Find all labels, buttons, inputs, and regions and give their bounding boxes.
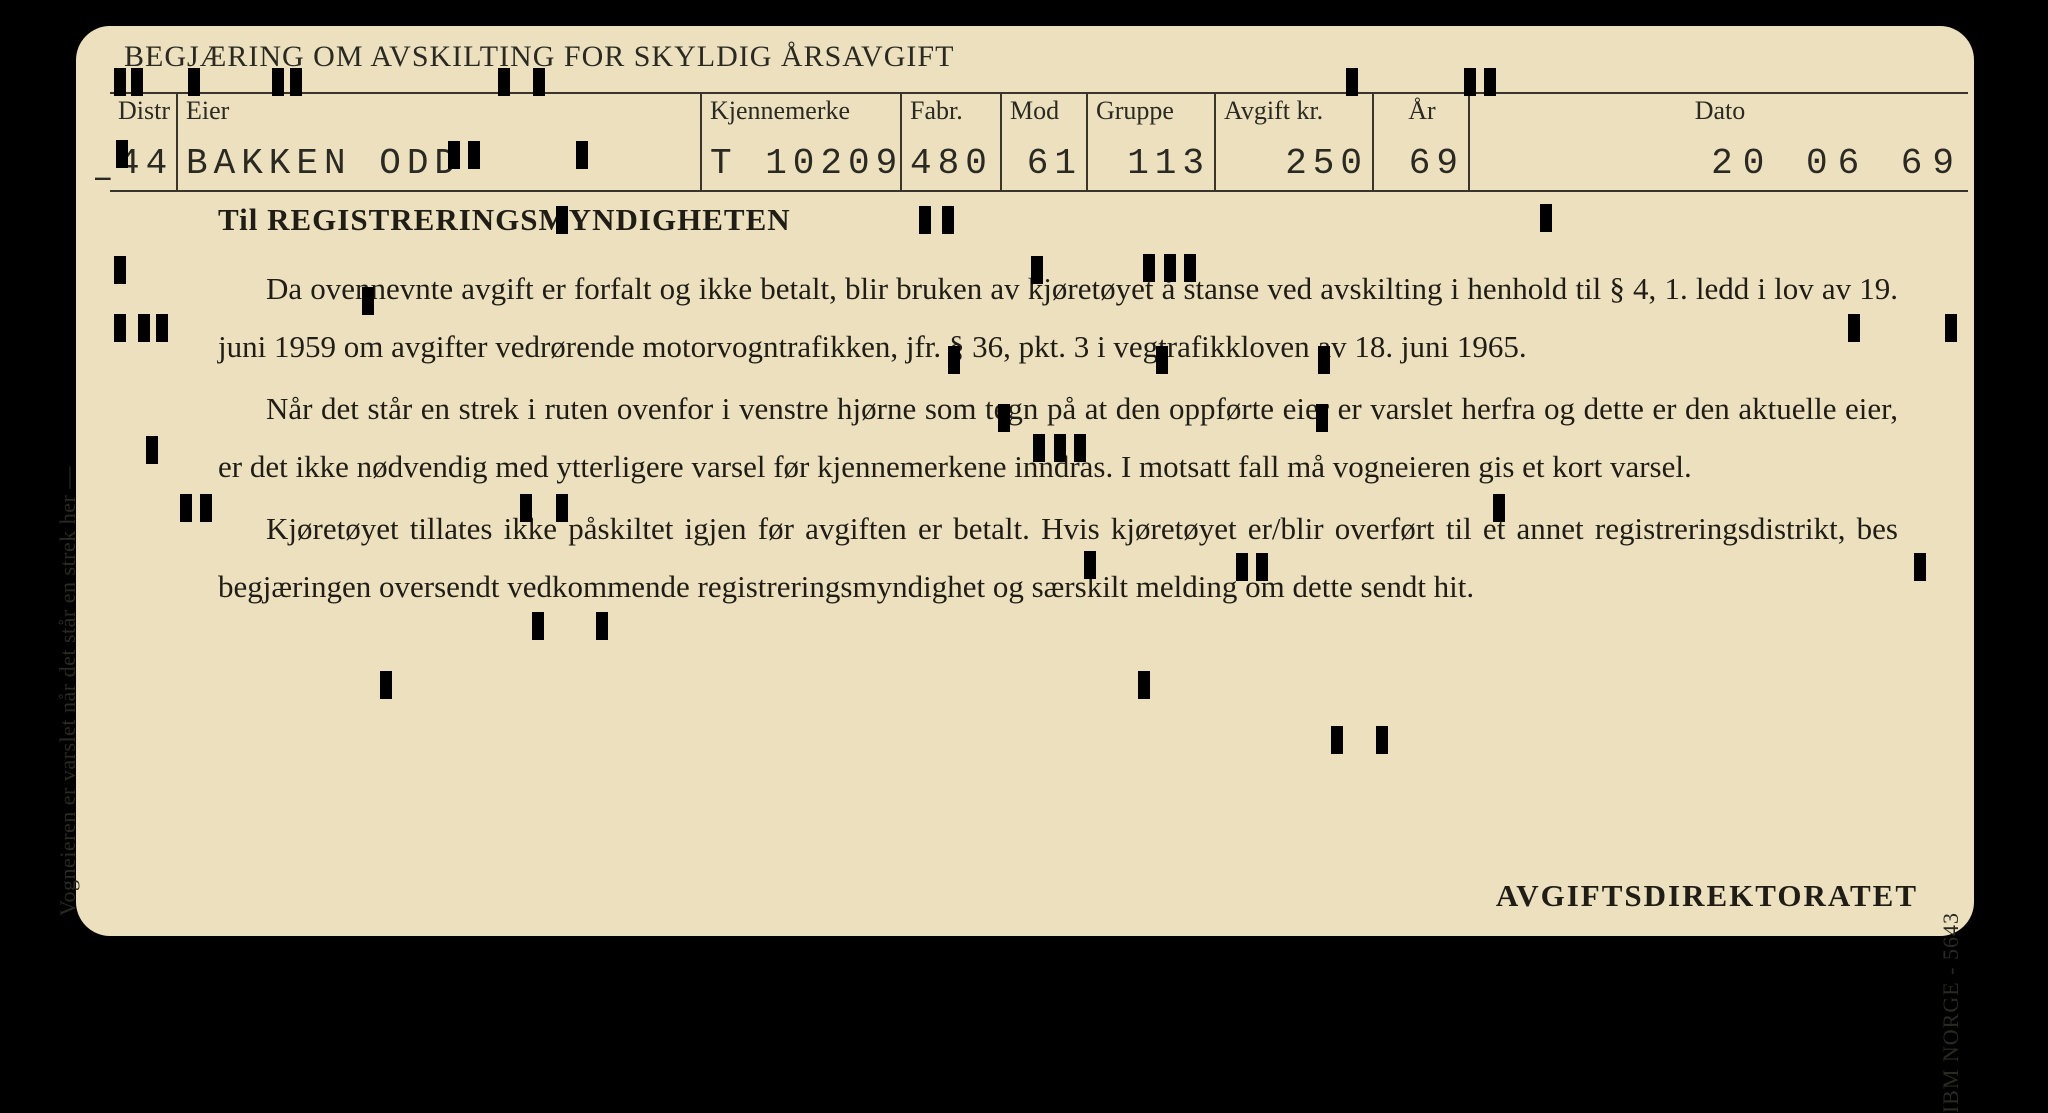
field-aar: År 69 bbox=[1372, 94, 1468, 190]
punch-hole bbox=[180, 494, 192, 522]
field-mod: Mod 61 bbox=[1000, 94, 1086, 190]
punch-hole bbox=[1914, 553, 1926, 581]
punch-hole bbox=[114, 256, 126, 284]
punch-hole bbox=[1164, 254, 1176, 282]
punch-hole bbox=[362, 287, 374, 315]
field-label: Kjennemerke bbox=[710, 98, 894, 124]
punch-hole bbox=[1848, 314, 1860, 342]
body-text: Til REGISTRERINGSMYNDIGHETEN Da ovennevn… bbox=[218, 202, 1898, 620]
punch-hole bbox=[533, 68, 545, 96]
punch-hole bbox=[116, 140, 128, 168]
punch-hole bbox=[272, 68, 284, 96]
punch-hole bbox=[942, 206, 954, 234]
punch-hole bbox=[1484, 68, 1496, 96]
punch-hole bbox=[1184, 254, 1196, 282]
punch-hole bbox=[200, 494, 212, 522]
field-value: T 10209 bbox=[710, 143, 896, 184]
punch-hole bbox=[556, 206, 568, 234]
right-margin-note: IBM NORGE - 5643 bbox=[1938, 912, 1964, 1113]
field-label: Fabr. bbox=[910, 98, 994, 124]
field-dato: Dato 20 06 69 bbox=[1468, 94, 1968, 190]
field-value: BAKKEN ODD bbox=[186, 143, 696, 184]
punch-hole bbox=[1084, 551, 1096, 579]
punch-hole bbox=[290, 68, 302, 96]
punch-hole bbox=[131, 68, 143, 96]
body-paragraph-1: Da ovennevnte avgift er forfalt og ikke … bbox=[218, 260, 1898, 376]
field-label: Distr bbox=[118, 98, 170, 124]
field-label: Mod bbox=[1010, 98, 1080, 124]
body-paragraph-3: Kjøretøyet tillates ikke påskiltet igjen… bbox=[218, 500, 1898, 616]
field-eier: Eier BAKKEN ODD bbox=[176, 94, 700, 190]
field-label: Gruppe bbox=[1096, 98, 1208, 124]
punch-hole bbox=[380, 671, 392, 699]
punch-hole bbox=[1156, 346, 1168, 374]
punch-hole bbox=[1031, 256, 1043, 284]
punch-hole bbox=[1143, 254, 1155, 282]
punch-hole bbox=[114, 68, 126, 96]
punch-hole bbox=[138, 314, 150, 342]
punch-hole bbox=[1033, 434, 1045, 462]
punch-hole bbox=[1316, 404, 1328, 432]
punch-hole bbox=[448, 141, 460, 169]
field-value: 113 bbox=[1096, 143, 1210, 184]
punch-hole bbox=[1138, 671, 1150, 699]
punch-hole bbox=[948, 346, 960, 374]
field-kjennemerke: Kjennemerke T 10209 bbox=[700, 94, 900, 190]
field-value: 250 bbox=[1224, 143, 1368, 184]
punch-hole bbox=[1945, 314, 1957, 342]
field-value: 20 06 69 bbox=[1478, 143, 1964, 184]
punch-hole bbox=[146, 436, 158, 464]
field-label: År bbox=[1382, 98, 1462, 124]
punch-hole bbox=[1074, 434, 1086, 462]
punch-hole bbox=[532, 612, 544, 640]
field-gruppe: Gruppe 113 bbox=[1086, 94, 1214, 190]
punch-hole bbox=[1318, 346, 1330, 374]
punch-hole bbox=[1236, 553, 1248, 581]
punch-hole bbox=[156, 314, 168, 342]
punch-hole bbox=[1256, 553, 1268, 581]
field-label: Dato bbox=[1478, 98, 1962, 124]
punch-hole bbox=[1493, 494, 1505, 522]
field-value: 61 bbox=[1010, 143, 1082, 184]
punch-card: BEGJÆRING OM AVSKILTING FOR SKYLDIG ÅRSA… bbox=[76, 26, 1974, 936]
field-value: 480 bbox=[910, 143, 996, 184]
punch-hole bbox=[1376, 726, 1388, 754]
punch-hole bbox=[1346, 68, 1358, 96]
punch-hole bbox=[114, 314, 126, 342]
punch-hole bbox=[576, 141, 588, 169]
field-avgift-kr: Avgift kr. 250 bbox=[1214, 94, 1372, 190]
left-margin-note: Vogneieren er varslet når det står en st… bbox=[55, 466, 81, 916]
punch-hole bbox=[1331, 726, 1343, 754]
field-fabr: Fabr. 480 bbox=[900, 94, 1000, 190]
field-label: Avgift kr. bbox=[1224, 98, 1366, 124]
body-heading: Til REGISTRERINGSMYNDIGHETEN bbox=[218, 202, 1898, 238]
punch-hole bbox=[468, 141, 480, 169]
punch-hole bbox=[498, 68, 510, 96]
field-label: Eier bbox=[186, 98, 694, 124]
signoff: AVGIFTSDIREKTORATET bbox=[1496, 878, 1918, 914]
punch-hole bbox=[1464, 68, 1476, 96]
punch-hole bbox=[1540, 204, 1552, 232]
header-fields: Distr 44 Eier BAKKEN ODD Kjennemerke T 1… bbox=[110, 92, 1968, 192]
punch-hole bbox=[556, 494, 568, 522]
punch-hole bbox=[520, 494, 532, 522]
punch-hole bbox=[998, 404, 1010, 432]
field-value: 69 bbox=[1382, 143, 1464, 184]
punch-hole bbox=[188, 68, 200, 96]
punch-hole bbox=[596, 612, 608, 640]
punch-hole bbox=[919, 206, 931, 234]
punch-hole bbox=[1054, 434, 1066, 462]
